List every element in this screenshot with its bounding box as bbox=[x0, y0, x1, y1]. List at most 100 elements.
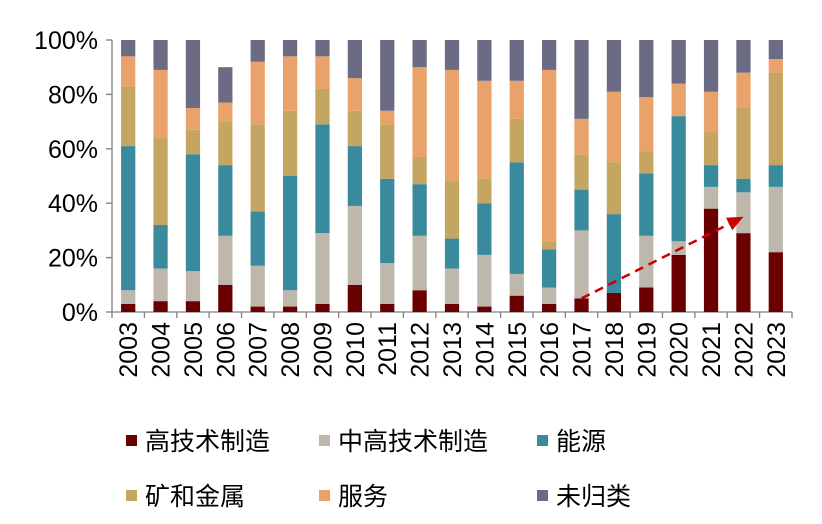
y-tick-label: 80% bbox=[48, 81, 98, 109]
x-tick-label: 2008 bbox=[277, 322, 305, 378]
bar-segment bbox=[250, 40, 265, 62]
bar-segment bbox=[444, 268, 460, 304]
legend-label: 服务 bbox=[338, 482, 388, 511]
y-tick-label: 40% bbox=[48, 190, 98, 218]
bar-segment bbox=[509, 118, 524, 163]
bar-segment bbox=[380, 303, 395, 312]
x-tick-label: 2018 bbox=[601, 322, 629, 378]
bar-segment bbox=[736, 178, 751, 193]
bar-stack-2005 bbox=[185, 40, 201, 312]
bar-segment bbox=[703, 186, 719, 209]
bar-stack-2008 bbox=[282, 40, 298, 312]
bar-segment bbox=[250, 211, 265, 266]
bar-segment bbox=[736, 40, 751, 73]
bar-segment bbox=[574, 154, 589, 190]
bar-segment bbox=[121, 303, 136, 312]
legend-item: 矿和金属 bbox=[126, 482, 245, 511]
y-tick-label: 20% bbox=[48, 245, 98, 273]
bar-segment bbox=[639, 235, 654, 288]
bar-segment bbox=[736, 233, 751, 312]
bar-segment bbox=[218, 165, 233, 236]
legend-swatch bbox=[126, 490, 137, 501]
legend-swatch bbox=[319, 490, 330, 501]
bar-segment bbox=[282, 306, 298, 312]
bar-segment bbox=[282, 290, 298, 307]
trend-arrow-head bbox=[725, 216, 744, 231]
bar-segment bbox=[185, 301, 201, 312]
bar-stack-2012 bbox=[412, 40, 427, 312]
bar-segment bbox=[282, 56, 298, 111]
bar-segment bbox=[768, 165, 783, 187]
bar-segment bbox=[282, 176, 298, 291]
bar-segment bbox=[768, 252, 783, 312]
bar-segment bbox=[606, 162, 622, 215]
legend-label: 高技术制造 bbox=[145, 427, 270, 456]
bar-segment bbox=[574, 189, 589, 231]
bar-segment bbox=[412, 156, 427, 185]
bar-segment bbox=[315, 233, 330, 304]
legend-item: 未归类 bbox=[537, 482, 631, 511]
bar-segment bbox=[347, 110, 362, 147]
bar-segment bbox=[121, 290, 136, 304]
x-tick-label: 2016 bbox=[536, 322, 564, 378]
bar-segment bbox=[509, 162, 524, 274]
bar-segment bbox=[703, 208, 719, 312]
annotation-layer bbox=[580, 216, 744, 300]
bar-segment bbox=[380, 178, 395, 264]
bar-segment bbox=[218, 235, 233, 285]
bar-segment bbox=[218, 102, 233, 122]
bar-segment bbox=[412, 40, 427, 68]
bar-stack-2010 bbox=[347, 40, 362, 312]
bar-segment bbox=[315, 88, 330, 125]
legend-item: 高技术制造 bbox=[126, 427, 270, 456]
y-tick-label: 60% bbox=[48, 136, 98, 164]
bar-stack-2019 bbox=[639, 40, 654, 312]
bar-segment bbox=[315, 40, 330, 57]
y-tick-label: 0% bbox=[62, 299, 98, 327]
bar-segment bbox=[315, 303, 330, 312]
bar-stack-2015 bbox=[509, 40, 524, 312]
legend-item: 能源 bbox=[537, 427, 606, 456]
bar-segment bbox=[703, 132, 719, 166]
bar-segment bbox=[671, 83, 686, 117]
bar-segment bbox=[250, 61, 265, 125]
bar-segment bbox=[542, 69, 557, 242]
bar-segment bbox=[153, 268, 168, 302]
bar-segment bbox=[185, 129, 201, 155]
bar-segment bbox=[574, 230, 589, 299]
bar-segment bbox=[477, 178, 492, 204]
bar-segment bbox=[347, 78, 362, 111]
bar-segment bbox=[606, 214, 622, 293]
bar-segment bbox=[768, 186, 783, 253]
bar-segment bbox=[218, 284, 233, 312]
bar-segment bbox=[606, 91, 622, 163]
bar-segment bbox=[444, 181, 460, 239]
x-tick-label: 2023 bbox=[763, 322, 791, 378]
bar-segment bbox=[736, 192, 751, 234]
bar-segment bbox=[639, 40, 654, 98]
legend-swatch bbox=[537, 435, 548, 446]
bar-segment bbox=[477, 80, 492, 179]
bar-segment bbox=[703, 40, 719, 92]
y-tick-label: 100% bbox=[34, 27, 98, 55]
bar-segment bbox=[153, 69, 168, 138]
bar-segment bbox=[639, 97, 654, 152]
x-tick-label: 2022 bbox=[730, 322, 758, 378]
bar-segment bbox=[282, 110, 298, 176]
x-tick-label: 2019 bbox=[633, 322, 661, 378]
bar-segment bbox=[347, 284, 362, 312]
bar-segment bbox=[477, 254, 492, 307]
bar-segment bbox=[477, 40, 492, 81]
bar-segment bbox=[671, 254, 686, 312]
x-tick-label: 2011 bbox=[374, 322, 402, 376]
legend-item: 中高技术制造 bbox=[319, 427, 488, 456]
bar-stack-2021 bbox=[703, 40, 719, 312]
bar-segment bbox=[121, 40, 136, 57]
bar-segment bbox=[121, 86, 136, 147]
legend-label: 中高技术制造 bbox=[338, 427, 488, 456]
bar-segment bbox=[639, 287, 654, 312]
x-tick-label: 2021 bbox=[698, 322, 726, 378]
bar-segment bbox=[315, 124, 330, 234]
